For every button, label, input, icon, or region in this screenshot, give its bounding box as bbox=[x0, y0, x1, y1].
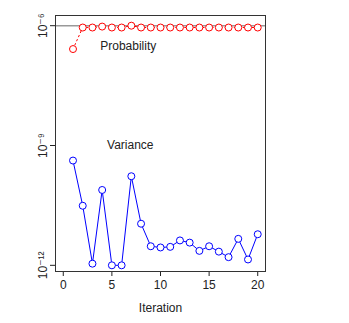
svg-text:0: 0 bbox=[60, 278, 67, 292]
svg-text:10⁻⁶: 10⁻⁶ bbox=[36, 13, 50, 38]
svg-text:20: 20 bbox=[251, 278, 265, 292]
svg-text:Iteration: Iteration bbox=[139, 301, 182, 315]
svg-text:10⁻¹²: 10⁻¹² bbox=[36, 251, 50, 279]
svg-text:15: 15 bbox=[202, 278, 216, 292]
svg-text:5: 5 bbox=[109, 278, 116, 292]
svg-text:Variance: Variance bbox=[107, 138, 154, 152]
svg-text:10⁻⁹: 10⁻⁹ bbox=[36, 133, 50, 158]
svg-text:10: 10 bbox=[154, 278, 168, 292]
svg-text:Probability: Probability bbox=[100, 39, 156, 53]
